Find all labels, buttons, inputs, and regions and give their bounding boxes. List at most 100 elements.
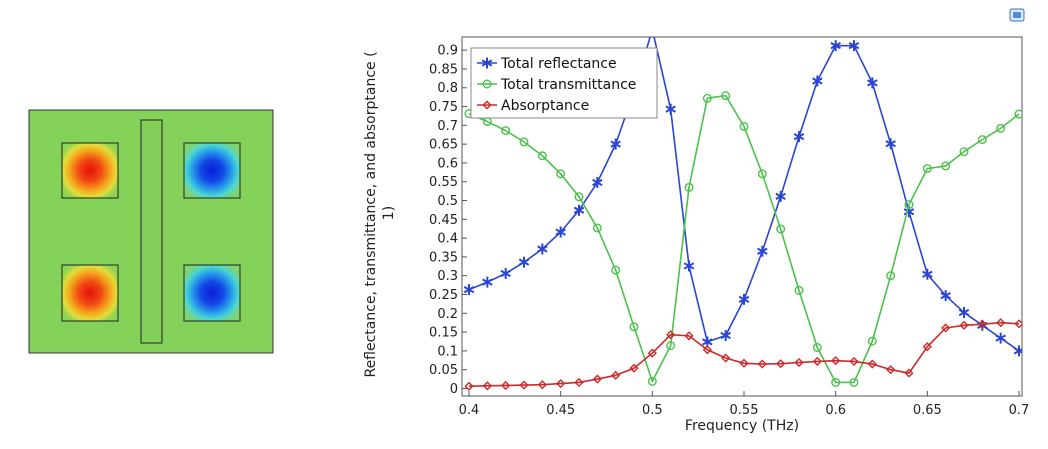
legend-label: Total transmittance (500, 77, 636, 93)
y-tick-label: 0.25 (429, 288, 458, 303)
legend-marker (482, 100, 492, 110)
data-point (959, 320, 969, 330)
y-tick-label: 0.15 (429, 326, 458, 341)
data-point (666, 341, 676, 351)
data-point (958, 308, 970, 317)
y-tick-label: 0.6 (437, 156, 458, 171)
data-point (886, 271, 896, 281)
data-point (592, 223, 602, 233)
data-point (537, 245, 548, 253)
data-point (738, 295, 750, 304)
y-tick-label: 0.75 (429, 100, 458, 115)
legend-marker (481, 59, 493, 67)
legend-marker (482, 79, 492, 89)
data-point (867, 79, 878, 87)
data-point (848, 42, 860, 50)
hot-spot-top-left (61, 142, 119, 199)
data-point (519, 380, 529, 390)
y-tick-label: 0.1 (437, 344, 458, 359)
data-point (959, 147, 969, 157)
data-point (812, 343, 822, 353)
x-axis-label: Frequency (THz) (685, 418, 799, 434)
hot-spot-bottom-left (61, 264, 119, 322)
data-point (702, 93, 712, 103)
data-point (830, 42, 841, 50)
data-point (574, 377, 584, 388)
legend-item: Absorptance (477, 98, 589, 114)
data-point (500, 269, 511, 278)
data-point (556, 379, 566, 389)
data-point (666, 330, 676, 340)
y-axis-label: Reflectance, transmittance, and absorpta… (363, 51, 379, 377)
data-point (793, 133, 805, 141)
series-line (468, 321, 1020, 388)
y-tick-label: 0.7 (437, 119, 458, 134)
data-point (611, 265, 621, 275)
x-tick-label: 0.7 (1009, 403, 1030, 418)
data-point (977, 135, 987, 145)
data-point (665, 105, 676, 113)
data-point (482, 381, 492, 391)
data-point (922, 164, 932, 174)
x-tick-label: 0.4 (459, 403, 480, 418)
data-point (886, 365, 896, 375)
image-export-icon[interactable] (1009, 8, 1025, 22)
legend-box (470, 47, 658, 119)
cold-spot-top-right (183, 142, 241, 199)
legend-item: Total reflectance (477, 56, 617, 72)
data-point (684, 182, 694, 192)
y-tick-label: 0.9 (437, 44, 458, 59)
x-tick-label: 0.55 (730, 403, 759, 418)
data-point (1014, 109, 1022, 119)
data-point (463, 285, 475, 294)
data-point (573, 206, 585, 214)
y-axis-label-line2: 1) (381, 206, 397, 220)
data-point (812, 356, 822, 367)
data-point (574, 192, 584, 202)
data-point (611, 370, 621, 380)
data-point (537, 151, 547, 161)
data-point (922, 342, 932, 352)
data-point (518, 258, 530, 266)
data-point (721, 91, 731, 101)
data-point (775, 192, 786, 201)
series-absorptance (464, 318, 1022, 391)
x-tick-label: 0.5 (642, 403, 663, 418)
data-point (1013, 348, 1022, 355)
data-point (721, 353, 731, 363)
data-point (683, 262, 695, 270)
data-point (592, 178, 603, 187)
data-point (941, 161, 951, 171)
x-tick-label: 0.45 (546, 403, 575, 418)
y-tick-label: 0.2 (437, 307, 458, 322)
data-point (702, 345, 712, 355)
data-point (757, 359, 767, 369)
y-tick-label: 0 (450, 382, 458, 397)
y-tick-label: 0.85 (429, 62, 458, 77)
series (463, 37, 1022, 391)
data-point (501, 126, 511, 136)
center-bar (140, 119, 163, 344)
cold-spot-bottom-right (183, 264, 241, 322)
data-point (592, 374, 602, 384)
data-point (794, 357, 804, 368)
y-tick-label: 0.4 (437, 232, 458, 247)
data-point (629, 363, 639, 373)
data-point (867, 336, 877, 346)
y-tick-label: 0.8 (437, 81, 458, 96)
data-point (464, 381, 474, 391)
legend: Total reflectance Total transmittance Abso… (470, 47, 658, 119)
data-point (757, 169, 767, 179)
data-point (501, 380, 511, 391)
data-point (849, 356, 859, 367)
y-tick-label: 0.65 (429, 138, 458, 153)
data-point (629, 322, 639, 332)
data-point (977, 319, 987, 329)
data-point (831, 377, 841, 387)
y-tick-label: 0.5 (437, 194, 458, 209)
y-tick-label: 0.05 (429, 363, 458, 378)
data-point (610, 140, 621, 148)
data-point (720, 331, 731, 340)
tick-labels: 0.4 0.45 0.5 0.55 0.6 0.65 0.7 0 0.05 0.1 0.15 0.2 0… (429, 44, 1029, 418)
